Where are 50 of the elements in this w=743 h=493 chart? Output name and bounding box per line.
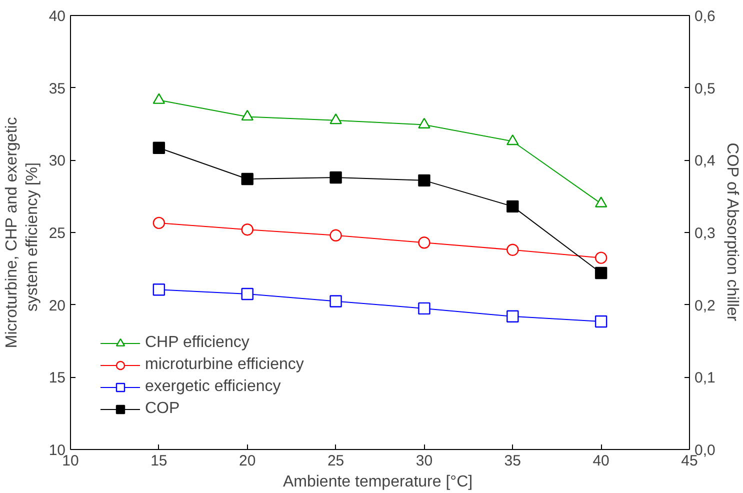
legend-label: COP — [145, 400, 180, 418]
point — [594, 252, 608, 264]
y-tick-label: 25 — [48, 225, 66, 242]
point — [152, 142, 166, 154]
point — [152, 216, 166, 230]
legend-label: microturbine efficiency — [145, 356, 304, 374]
x-tick-label: 20 — [239, 452, 256, 470]
point — [418, 174, 430, 187]
point — [506, 310, 519, 323]
y-tick-label: 20 — [48, 297, 66, 314]
y2-tick-label: 0,1 — [694, 370, 716, 387]
point — [152, 93, 166, 104]
y2-tick-label: 0,4 — [694, 152, 716, 170]
x-tick-label: 40 — [592, 452, 610, 470]
point — [418, 118, 430, 128]
x-axis-title: Ambiente temperature [°C] — [282, 474, 473, 490]
point — [330, 295, 342, 308]
point — [594, 266, 608, 280]
point — [241, 224, 254, 236]
y-tick-label: 15 — [48, 370, 66, 387]
x-tick-label: 35 — [504, 452, 521, 470]
point — [418, 302, 430, 315]
point — [594, 196, 608, 208]
point — [330, 113, 342, 124]
y-tick-label: 30 — [48, 152, 66, 170]
point — [594, 315, 608, 328]
point — [241, 172, 254, 186]
point — [418, 236, 430, 249]
x-tick-label: 25 — [327, 452, 344, 470]
point — [330, 171, 342, 184]
point — [506, 244, 519, 256]
x-tick-label: 15 — [150, 452, 168, 470]
y2-tick-label: 0,3 — [694, 225, 716, 242]
y2-tick-label: 0,0 — [694, 442, 716, 459]
point — [330, 229, 342, 242]
x-tick-label: 30 — [416, 452, 433, 470]
point — [241, 110, 254, 121]
legend-label: exergetic efficiency — [145, 378, 281, 396]
y-tick-label: 40 — [48, 8, 66, 25]
y-tick-label: 35 — [48, 80, 66, 98]
legend-label: CHP efficiency — [145, 334, 250, 352]
y2-tick-label: 0,2 — [694, 297, 716, 314]
point — [506, 134, 519, 146]
y2-tick-label: 0,6 — [694, 8, 716, 25]
y2-tick-label: 0,5 — [694, 80, 716, 98]
y-axis-title: Microturbine, CHP and exergetic system efficiency [%] — [3, 117, 41, 348]
point — [241, 288, 254, 300]
point — [506, 200, 519, 213]
point — [152, 284, 166, 296]
y2-axis-title: COP of Absorption chiller — [723, 142, 740, 322]
